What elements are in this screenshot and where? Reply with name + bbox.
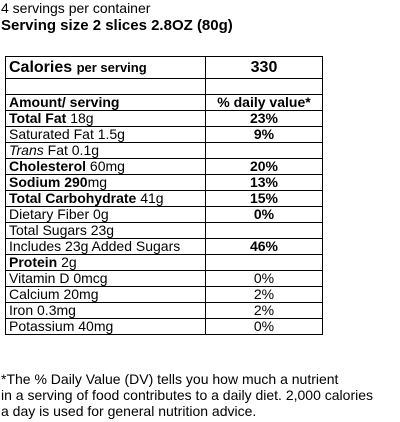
nutrient-row-sodium: Sodium 290mg 13% (5, 174, 323, 191)
nutrient-label: Iron 0.3mg (5, 302, 206, 319)
nutrient-name: Sodium 290 (9, 174, 88, 190)
nutrient-amount: 1.5g (97, 126, 125, 142)
nutrient-dv: 46% (205, 238, 323, 255)
nutrient-amount: 18g (70, 110, 94, 126)
nutrient-row-total-sugars: Total Sugars 23g (5, 222, 323, 239)
nutrient-dv (205, 254, 323, 271)
nutrient-dv: 2% (205, 302, 323, 319)
nutrient-name: Iron (9, 302, 34, 318)
nutrient-label: Cholesterol 60mg (5, 158, 206, 175)
nutrient-dv: 2% (205, 286, 323, 303)
nutrient-name: Total Carbohydrate (9, 190, 137, 206)
spacer-row (5, 78, 323, 95)
nutrient-label: Protein 2g (5, 254, 206, 271)
serving-size: Serving size 2 slices 2.8OZ (80g) (1, 17, 233, 34)
spacer-cell (5, 78, 206, 95)
nutrient-dv: 9% (205, 126, 323, 143)
nutrient-name: Cholesterol (9, 158, 87, 174)
nutrient-amount: mg (87, 174, 108, 190)
nutrient-row-total-fat: Total Fat 18g 23% (5, 110, 323, 127)
nutrient-label: Dietary Fiber 0g (5, 206, 206, 223)
nutrient-name: Total Sugars (9, 222, 87, 238)
spacer-cell (205, 78, 323, 95)
calories-unit: per serving (76, 60, 147, 75)
nutrient-row-trans-fat: Trans Fat 0.1g (5, 142, 323, 159)
nutrient-amount: 40mg (78, 318, 114, 334)
nutrient-row-total-carbohydrate: Total Carbohydrate 41g 15% (5, 190, 323, 207)
nutrient-row-cholesterol: Cholesterol 60mg 20% (5, 158, 323, 175)
nutrient-row-calcium: Calcium 20mg 2% (5, 286, 323, 303)
nutrient-row-added-sugars: Includes 23g Added Sugars 46% (5, 238, 323, 255)
nutrient-dv: 20% (205, 158, 323, 175)
nutrient-row-iron: Iron 0.3mg 2% (5, 302, 323, 319)
nutrient-amount: 0mcg (73, 270, 108, 286)
nutrient-label: Total Fat 18g (5, 110, 206, 127)
nutrient-amount: 41g (140, 190, 164, 206)
nutrient-label: Sodium 290mg (5, 174, 206, 191)
calories-row: Calories per serving 330 (5, 56, 323, 79)
nutrient-dv: 0% (205, 206, 323, 223)
nutrient-name-italic: Trans (9, 142, 44, 158)
nutrient-label: Includes 23g Added Sugars (5, 238, 206, 255)
nutrient-dv (205, 142, 323, 159)
nutrient-dv: 0% (205, 270, 323, 287)
nutrient-name: Fat (47, 142, 68, 158)
nutrient-name: Protein (9, 254, 58, 270)
column-header-row: Amount/ serving % daily value* (5, 94, 323, 111)
nutrient-amount: 2g (61, 254, 77, 270)
footnote-line: a day is used for general nutrition advi… (1, 403, 257, 419)
nutrient-name: Vitamin D (9, 270, 70, 286)
nutrient-dv: 0% (205, 318, 323, 335)
nutrient-name: Potassium (9, 318, 75, 334)
nutrient-name: Total Fat (9, 110, 67, 126)
nutrient-label: Total Carbohydrate 41g (5, 190, 206, 207)
amount-column-header: Amount/ serving (5, 94, 206, 111)
nutrient-label: Calcium 20mg (5, 286, 206, 303)
nutrient-label: Total Sugars 23g (5, 222, 206, 239)
nutrient-dv: 15% (205, 190, 323, 207)
nutrient-dv (205, 222, 323, 239)
nutrient-row-protein: Protein 2g (5, 254, 323, 271)
nutrient-amount: 23g (90, 222, 115, 238)
nutrient-dv: 23% (205, 110, 323, 127)
nutrient-name: Dietary Fiber (9, 206, 90, 222)
footnote-line: *The % Daily Value (DV) tells you how mu… (1, 371, 339, 387)
nutrient-amount: 0.3mg (37, 302, 76, 318)
nutrition-facts-table: Calories per serving 330 Amount/ serving… (5, 56, 323, 335)
nutrient-amount: 0g (93, 206, 109, 222)
nutrient-label: Potassium 40mg (5, 318, 206, 335)
nutrient-name: Saturated Fat (9, 126, 94, 142)
nutrient-row-dietary-fiber: Dietary Fiber 0g 0% (5, 206, 323, 223)
calories-value: 330 (205, 56, 323, 79)
nutrient-name: Includes 23g Added Sugars (9, 238, 181, 254)
nutrient-row-saturated-fat: Saturated Fat 1.5g 9% (5, 126, 323, 143)
nutrient-label: Vitamin D 0mcg (5, 270, 206, 287)
nutrient-amount: 0.1g (71, 142, 100, 158)
nutrient-row-potassium: Potassium 40mg 0% (5, 318, 323, 335)
calories-label-cell: Calories per serving (5, 56, 206, 79)
servings-per-container: 4 servings per container (1, 0, 151, 16)
calories-label: Calories (9, 59, 73, 76)
nutrient-dv: 13% (205, 174, 323, 191)
daily-value-footnote: *The % Daily Value (DV) tells you how mu… (1, 371, 399, 419)
nutrient-row-vitamin-d: Vitamin D 0mcg 0% (5, 270, 323, 287)
footnote-line: in a serving of food contributes to a da… (1, 387, 373, 403)
nutrient-name: Calcium (9, 286, 60, 302)
nutrient-label: Trans Fat 0.1g (5, 142, 206, 159)
nutrient-amount: 60mg (89, 158, 125, 174)
nutrient-label: Saturated Fat 1.5g (5, 126, 206, 143)
dv-column-header: % daily value* (205, 94, 323, 111)
nutrient-amount: 20mg (63, 286, 99, 302)
